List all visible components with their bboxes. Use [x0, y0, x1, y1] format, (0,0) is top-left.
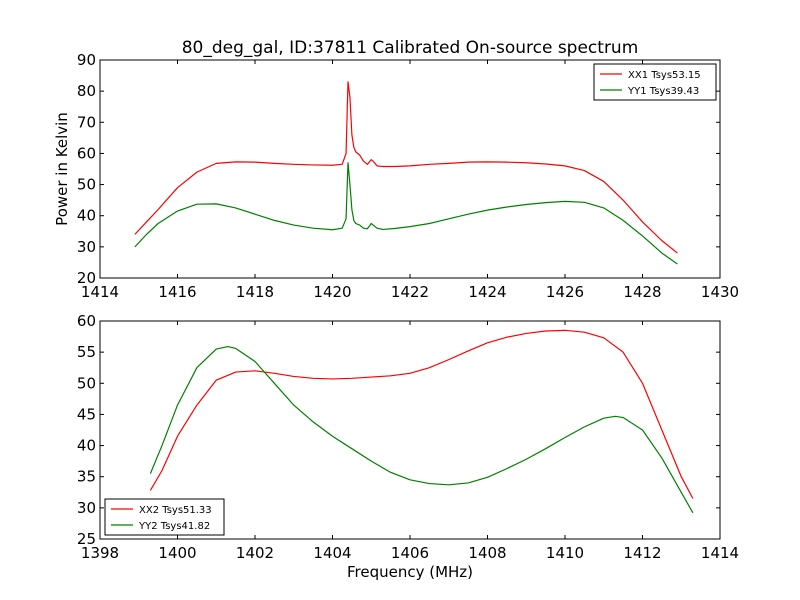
legend: XX1 Tsys53.15 YY1 Tsys39.43	[593, 63, 717, 101]
x-tick-label: 1422	[391, 283, 429, 301]
x-tick-label: 1414	[701, 544, 739, 562]
y-tick-label: 90	[77, 51, 96, 69]
bottom-plot: 1398 1400 1402 1404 1406 1408 1410 1412 1414 25 30…	[77, 312, 739, 581]
legend-label: YY2 Tsys41.82	[138, 521, 210, 532]
legend-label: XX1 Tsys53.15	[628, 70, 701, 81]
x-tick-label: 1418	[236, 283, 274, 301]
x-tick-label: 1404	[313, 544, 351, 562]
legend-box	[593, 63, 717, 101]
x-tick-label: 1402	[236, 544, 274, 562]
x-tick-label: 1398	[81, 544, 119, 562]
series-line-2-2	[149, 345, 694, 514]
x-tick-label: 1416	[158, 283, 196, 301]
y-tick-label: 50	[77, 374, 96, 392]
y-tick-label: 55	[77, 343, 96, 361]
y-tick-label: 30	[77, 499, 96, 517]
x-tick-label: 1412	[623, 544, 661, 562]
top-plot: 1414 1416 1418 1420 1422 1424 1426 1428 1430 20 30…	[53, 51, 739, 301]
y-tick-label: 40	[77, 437, 96, 455]
legend-label: XX2 Tsys51.33	[139, 505, 212, 516]
y-tick-label: 25	[77, 530, 96, 548]
x-tick-label: 1428	[623, 283, 661, 301]
legend: XX2 Tsys51.33 YY2 Tsys41.82	[104, 498, 225, 536]
series-line-1-2	[134, 162, 678, 265]
series-line-2-1	[149, 329, 694, 499]
y-tick-label: 50	[77, 176, 96, 194]
y-tick-label: 40	[77, 207, 96, 225]
x-tick-label: 1424	[468, 283, 506, 301]
x-axis-label: Frequency (MHz)	[347, 563, 473, 581]
x-tick-label: 1406	[391, 544, 429, 562]
x-tick-label: 1420	[313, 283, 351, 301]
y-tick-label: 60	[77, 144, 96, 162]
y-tick-label: 80	[77, 82, 96, 100]
x-tick-label: 1430	[701, 283, 739, 301]
x-tick-label: 1408	[468, 544, 506, 562]
legend-box	[104, 498, 225, 536]
y-tick-label: 45	[77, 405, 96, 423]
x-tick-label: 1426	[546, 283, 584, 301]
x-tick-label: 1410	[546, 544, 584, 562]
legend-label: YY1 Tsys39.43	[627, 86, 699, 97]
chart-title: 80_deg_gal, ID:37811 Calibrated On-sourc…	[182, 38, 639, 58]
y-axis-label: Power in Kelvin	[53, 112, 71, 226]
y-tick-label: 30	[77, 238, 96, 256]
x-tick-label: 1400	[158, 544, 196, 562]
x-tick-label: 1414	[81, 283, 119, 301]
y-tick-label: 35	[77, 468, 96, 486]
series-line-1-1	[134, 81, 678, 254]
y-tick-label: 70	[77, 113, 96, 131]
y-tick-label: 20	[77, 269, 96, 287]
y-tick-label: 60	[77, 312, 96, 330]
